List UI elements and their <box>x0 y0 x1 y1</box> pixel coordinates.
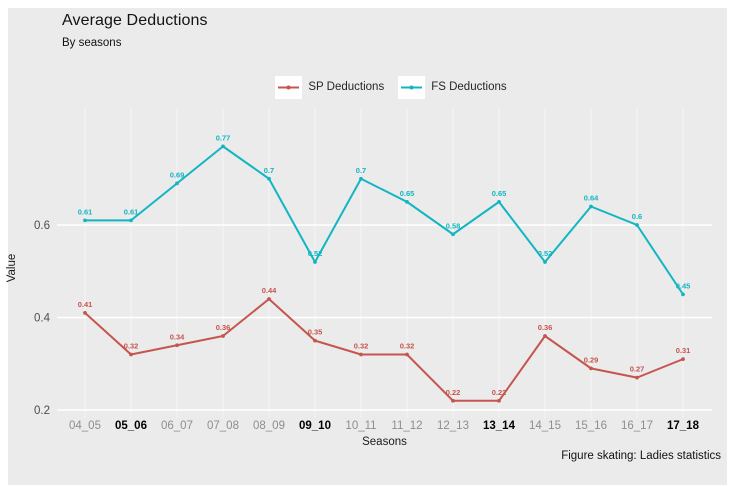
x-tick-label: 14_15 <box>529 420 561 432</box>
y-tick-label: 0.4 <box>34 313 51 325</box>
data-point <box>405 352 409 357</box>
data-point-label: 0.44 <box>262 286 277 295</box>
data-point-label: 0.29 <box>584 355 599 364</box>
data-point <box>175 343 179 348</box>
fs-line-swatch-icon <box>401 85 423 89</box>
data-point <box>83 218 87 223</box>
data-point <box>589 204 593 209</box>
data-point <box>543 260 547 264</box>
x-tick-label: 16_17 <box>621 420 653 432</box>
data-point-label: 0.52 <box>308 249 323 258</box>
data-point <box>405 199 409 204</box>
data-point-label: 0.69 <box>170 170 185 179</box>
data-point-label: 0.58 <box>446 221 461 230</box>
series-line <box>84 298 684 402</box>
figure-caption: Figure skating: Ladies statistics <box>561 450 721 462</box>
data-point <box>221 144 225 149</box>
series-line <box>85 145 684 295</box>
x-tick-label: 10_11 <box>345 420 376 432</box>
data-point-label: 0.32 <box>354 342 369 351</box>
plot-background <box>8 8 727 485</box>
data-point-label: 0.52 <box>538 249 553 258</box>
data-point-label: 0.32 <box>400 342 415 351</box>
x-tick-label: 17_18 <box>667 420 700 432</box>
data-point <box>313 260 317 264</box>
data-point <box>451 398 455 403</box>
data-point-label: 0.35 <box>308 328 323 337</box>
legend-key-fs <box>398 75 426 99</box>
x-tick-label: 05_06 <box>115 420 147 432</box>
legend-label-fs: FS Deductions <box>431 81 507 93</box>
x-tick-label: 09_10 <box>299 420 331 432</box>
data-point <box>267 297 271 301</box>
data-point-label: 0.61 <box>78 207 93 216</box>
data-point <box>83 310 87 315</box>
data-point-label: 0.32 <box>124 342 139 351</box>
legend-item-fs: FS Deductions <box>398 75 507 99</box>
data-point <box>681 292 685 297</box>
y-tick-label: 0.2 <box>34 405 50 417</box>
data-point-label: 0.61 <box>124 207 139 216</box>
x-tick-label: 12_13 <box>437 420 469 432</box>
data-point-label: 0.41 <box>78 300 93 309</box>
data-point <box>359 176 363 181</box>
data-point <box>635 223 639 227</box>
legend-key-sp <box>275 75 303 99</box>
data-point-label: 0.22 <box>446 388 461 397</box>
legend-label-sp: SP Deductions <box>308 81 385 93</box>
page-title: Average Deductions <box>62 12 208 29</box>
data-point <box>497 199 501 204</box>
data-point <box>129 218 133 223</box>
data-point <box>589 366 593 371</box>
data-point-label: 0.7 <box>264 166 274 175</box>
x-tick-label: 04_05 <box>69 420 101 432</box>
x-tick-label: 15_16 <box>575 420 607 432</box>
data-point-label: 0.36 <box>538 323 553 332</box>
data-point <box>313 338 317 343</box>
x-axis-title: Seasons <box>362 436 407 448</box>
data-point-label: 0.27 <box>630 365 645 374</box>
data-point <box>451 232 455 237</box>
data-point-label: 0.36 <box>216 323 231 332</box>
data-point <box>681 357 685 362</box>
data-point-label: 0.65 <box>492 189 507 198</box>
data-point-label: 0.22 <box>492 388 507 397</box>
data-point <box>267 176 271 181</box>
x-tick-label: 06_07 <box>161 420 193 432</box>
page-subtitle: By seasons <box>62 37 122 49</box>
legend-item-sp: SP Deductions <box>275 75 385 99</box>
data-point <box>497 398 501 403</box>
data-point-label: 0.34 <box>170 332 185 341</box>
x-tick-label: 11_12 <box>391 420 422 432</box>
data-point-label: 0.31 <box>676 346 691 355</box>
data-point <box>635 375 639 380</box>
data-point-label: 0.6 <box>632 212 642 221</box>
data-point-label: 0.45 <box>676 281 691 290</box>
x-tick-label: 13_14 <box>483 420 516 432</box>
data-point <box>543 334 547 338</box>
data-point-label: 0.65 <box>400 189 415 198</box>
y-tick-label: 0.6 <box>34 220 50 232</box>
data-point-label: 0.7 <box>356 166 366 175</box>
data-point <box>221 334 225 338</box>
data-point <box>129 352 133 357</box>
x-tick-label: 07_08 <box>207 420 239 432</box>
data-point <box>359 352 363 357</box>
y-axis-title: Value <box>6 253 18 283</box>
x-tick-label: 08_09 <box>253 420 285 432</box>
data-point <box>175 181 179 186</box>
sp-line-swatch-icon <box>278 85 300 89</box>
data-point-label: 0.77 <box>216 133 231 142</box>
legend: SP Deductions FS Deductions <box>62 74 720 100</box>
data-point-label: 0.64 <box>584 194 599 203</box>
